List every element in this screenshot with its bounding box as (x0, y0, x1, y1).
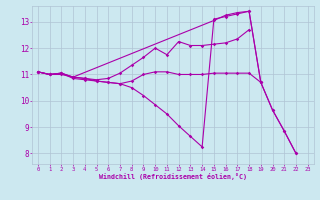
X-axis label: Windchill (Refroidissement éolien,°C): Windchill (Refroidissement éolien,°C) (99, 173, 247, 180)
